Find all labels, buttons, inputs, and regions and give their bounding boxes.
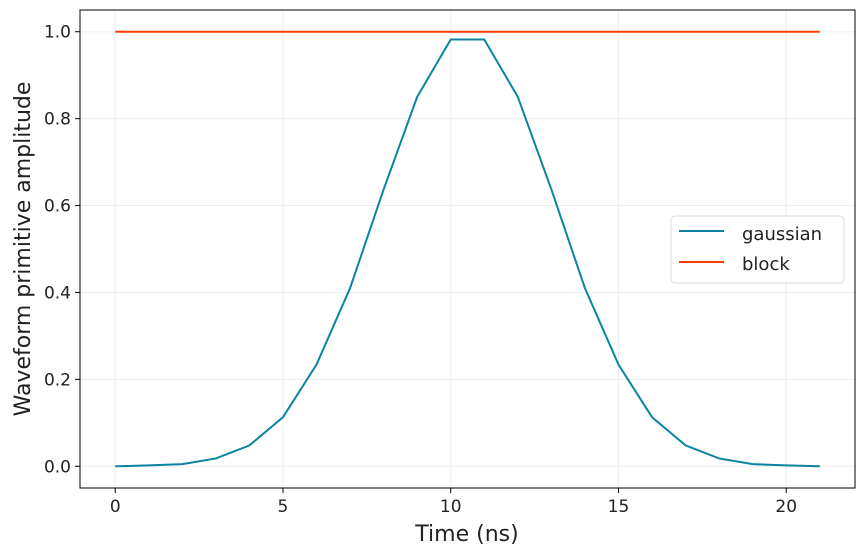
x-axis-label: Time (ns) [414,522,518,547]
series-layer [115,30,820,468]
legend-box [670,215,845,284]
x-tick-label: 15 [608,497,630,517]
x-tick-label: 5 [278,497,289,517]
legend-label-block: block [742,254,790,275]
x-axis: 0 5 10 15 20 [110,488,797,517]
y-tick-label: 1.0 [44,23,71,43]
y-axis: 0.0 0.2 0.4 0.6 0.8 1.0 [44,23,80,477]
x-tick-label: 20 [775,497,797,517]
y-tick-label: 0.2 [44,370,71,390]
legend-label-gaussian: gaussian [742,224,822,245]
x-tick-label: 10 [440,497,462,517]
y-tick-label: 0.4 [44,283,71,303]
y-tick-label: 0.8 [44,110,71,130]
y-tick-label: 0.0 [44,457,71,477]
x-tick-label: 0 [110,497,121,517]
y-tick-label: 0.6 [44,197,71,217]
legend: gaussian block [670,215,845,284]
series-line-gaussian [115,38,820,468]
y-axis-label: Waveform primitive amplitude [11,82,36,417]
plot-frame [79,9,856,489]
